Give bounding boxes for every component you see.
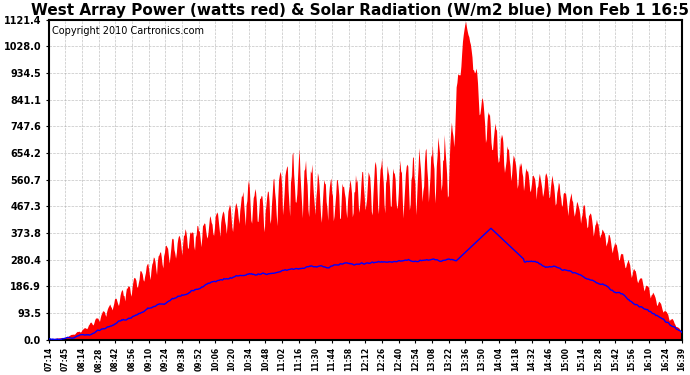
Title: West Array Power (watts red) & Solar Radiation (W/m2 blue) Mon Feb 1 16:57: West Array Power (watts red) & Solar Rad… — [31, 3, 690, 18]
Text: Copyright 2010 Cartronics.com: Copyright 2010 Cartronics.com — [52, 26, 204, 36]
